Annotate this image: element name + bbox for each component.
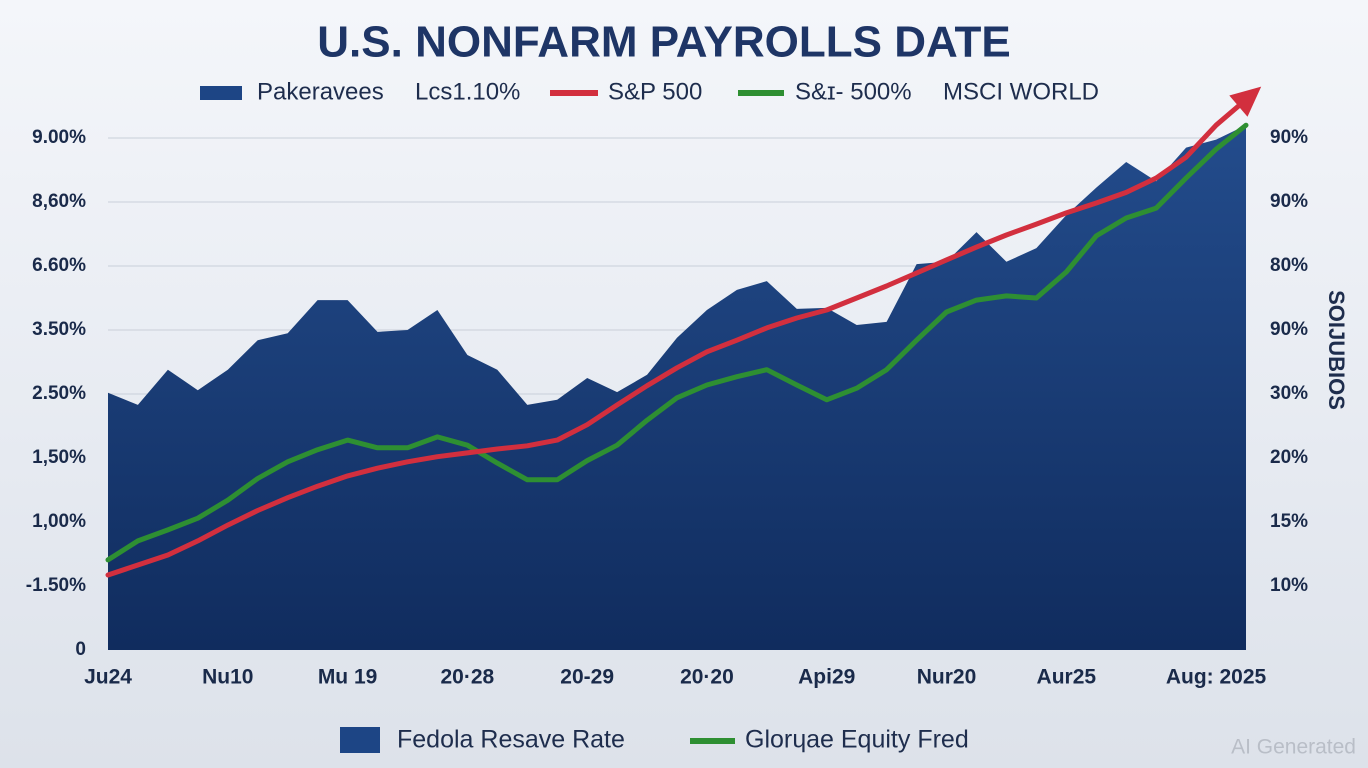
y-tick-label: 3.50% [32,319,86,340]
x-tick-label: 20·20 [680,666,734,689]
y2-tick-label: 15% [1270,511,1308,532]
plot-area [105,86,1262,650]
x-tick-label: Aur25 [1037,666,1097,689]
legend-label: Lcs1.10% [415,78,520,105]
y2-tick-label: 90% [1270,127,1308,148]
area [108,125,1246,650]
legend-label: Fedola Resave Rate [397,726,625,754]
y-tick-label: 6.60% [32,255,86,276]
y2-tick-label: 10% [1270,575,1308,596]
y-tick-label: 8,60% [32,191,86,212]
legend-label: Glorɥae Equity Fred [745,726,969,754]
x-tick-label: Nu10 [202,666,253,689]
axes: 0 -1.50% 1,00% 1,50% 2.50% 3.50% 6.60% 8,60% 9.0… [26,127,1308,689]
legend-swatch [200,86,242,100]
y2-tick-label: 20% [1270,447,1308,468]
y-tick-label: -1.50% [26,575,86,596]
y2-tick-label: 90% [1270,191,1308,212]
line [105,97,1249,578]
x-tick-label: Api29 [798,666,855,689]
watermark: AI Generated [1231,736,1356,759]
x-tick-label: Ju24 [84,666,132,689]
y2-tick-label: 90% [1270,319,1308,340]
y2-axis-label: SOIJUBIOS [1324,290,1349,410]
arrow-head [1229,86,1262,117]
x-tick-label: 20·28 [441,666,495,689]
y-tick-label: 2.50% [32,383,86,404]
legend-label: MSCI WORLD [943,78,1099,105]
y2-tick-label: 80% [1270,255,1308,276]
x-tick-label: Aug: 2025 [1166,666,1267,689]
top-legend: Pakeravees Lcs1.10% S&P 500 S&ɪ- 500% MS… [200,78,1099,105]
y-tick-label: 1,00% [32,511,86,532]
y-tick-label: 0 [75,639,86,660]
y-tick-label: 1,50% [32,447,86,468]
y2-tick-label: 30% [1270,383,1308,404]
legend-label: Pakeravees [257,78,384,105]
bottom-legend: Fedola Resave Rate Glorɥae Equity Fred [340,726,969,754]
chart-title: U.S. NONFARM PAYROLLS DATE [317,18,1010,67]
line [105,122,1249,563]
legend-label: S&P 500 [608,78,702,105]
y-tick-label: 9.00% [32,127,86,148]
x-tick-label: 20-29 [560,666,614,689]
legend-swatch [340,727,380,753]
legend-label: S&ɪ- 500% [795,78,912,105]
x-tick-label: Nur20 [917,666,977,689]
x-tick-label: Mu 19 [318,666,378,689]
